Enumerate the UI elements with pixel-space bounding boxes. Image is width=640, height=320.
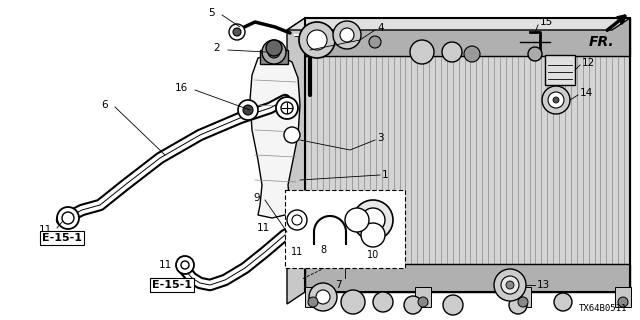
Circle shape xyxy=(316,290,330,304)
Text: 11: 11 xyxy=(159,260,172,270)
Polygon shape xyxy=(287,18,305,304)
Circle shape xyxy=(369,36,381,48)
Bar xyxy=(545,55,575,85)
Text: 9: 9 xyxy=(253,193,260,203)
Polygon shape xyxy=(287,18,630,30)
Circle shape xyxy=(509,296,527,314)
Circle shape xyxy=(176,256,194,274)
Bar xyxy=(305,18,630,292)
Circle shape xyxy=(229,24,245,40)
Bar xyxy=(305,264,630,292)
Circle shape xyxy=(62,212,74,224)
Bar xyxy=(615,287,631,307)
Circle shape xyxy=(494,269,526,301)
Text: 11: 11 xyxy=(39,225,52,235)
Circle shape xyxy=(299,22,335,58)
Text: 11: 11 xyxy=(291,247,303,257)
Circle shape xyxy=(410,40,434,64)
Circle shape xyxy=(268,46,280,58)
Circle shape xyxy=(506,281,514,289)
Circle shape xyxy=(243,105,253,115)
Bar xyxy=(305,18,630,56)
Circle shape xyxy=(464,46,480,62)
Bar xyxy=(285,190,405,268)
Text: 8: 8 xyxy=(320,245,326,255)
Text: E-15-1: E-15-1 xyxy=(152,280,192,290)
Text: 10: 10 xyxy=(367,250,379,260)
Circle shape xyxy=(353,200,393,240)
Circle shape xyxy=(301,223,311,233)
Circle shape xyxy=(296,218,316,238)
Bar xyxy=(515,287,531,307)
Circle shape xyxy=(340,28,354,42)
Text: 13: 13 xyxy=(537,280,550,290)
Circle shape xyxy=(284,127,300,143)
Text: 6: 6 xyxy=(101,100,108,110)
Circle shape xyxy=(548,92,564,108)
Circle shape xyxy=(542,86,570,114)
Circle shape xyxy=(518,297,528,307)
Circle shape xyxy=(266,40,282,56)
Text: 2: 2 xyxy=(213,43,220,53)
Circle shape xyxy=(341,290,365,314)
Circle shape xyxy=(262,40,286,64)
Circle shape xyxy=(233,28,241,36)
Circle shape xyxy=(308,297,318,307)
Bar xyxy=(260,50,288,64)
Circle shape xyxy=(345,208,369,232)
Text: 7: 7 xyxy=(335,280,341,290)
Circle shape xyxy=(281,102,293,114)
Circle shape xyxy=(501,276,519,294)
Text: TX64B0511: TX64B0511 xyxy=(579,304,627,313)
Circle shape xyxy=(442,42,462,62)
Polygon shape xyxy=(250,55,300,218)
Text: 1: 1 xyxy=(382,170,388,180)
Bar xyxy=(305,287,321,307)
Circle shape xyxy=(181,261,189,269)
Text: 15: 15 xyxy=(540,17,553,27)
Circle shape xyxy=(418,297,428,307)
Text: 12: 12 xyxy=(582,58,595,68)
Text: 14: 14 xyxy=(580,88,593,98)
Circle shape xyxy=(307,30,327,50)
Circle shape xyxy=(404,296,422,314)
Circle shape xyxy=(373,292,393,312)
Circle shape xyxy=(553,97,559,103)
Text: 5: 5 xyxy=(209,8,215,18)
Circle shape xyxy=(57,207,79,229)
Circle shape xyxy=(309,283,337,311)
Circle shape xyxy=(554,293,572,311)
Bar xyxy=(305,56,630,264)
Text: 11: 11 xyxy=(257,223,270,233)
Text: E-15-1: E-15-1 xyxy=(42,233,82,243)
Circle shape xyxy=(238,100,258,120)
Circle shape xyxy=(292,215,302,225)
Circle shape xyxy=(361,208,385,232)
Text: 3: 3 xyxy=(377,133,383,143)
Circle shape xyxy=(618,297,628,307)
Circle shape xyxy=(276,97,298,119)
Circle shape xyxy=(528,47,542,61)
Text: FR.: FR. xyxy=(589,35,615,49)
Bar xyxy=(415,287,431,307)
Circle shape xyxy=(333,21,361,49)
Circle shape xyxy=(361,223,385,247)
Circle shape xyxy=(443,295,463,315)
Text: 4: 4 xyxy=(377,23,383,33)
Circle shape xyxy=(287,210,307,230)
Text: 16: 16 xyxy=(175,83,188,93)
